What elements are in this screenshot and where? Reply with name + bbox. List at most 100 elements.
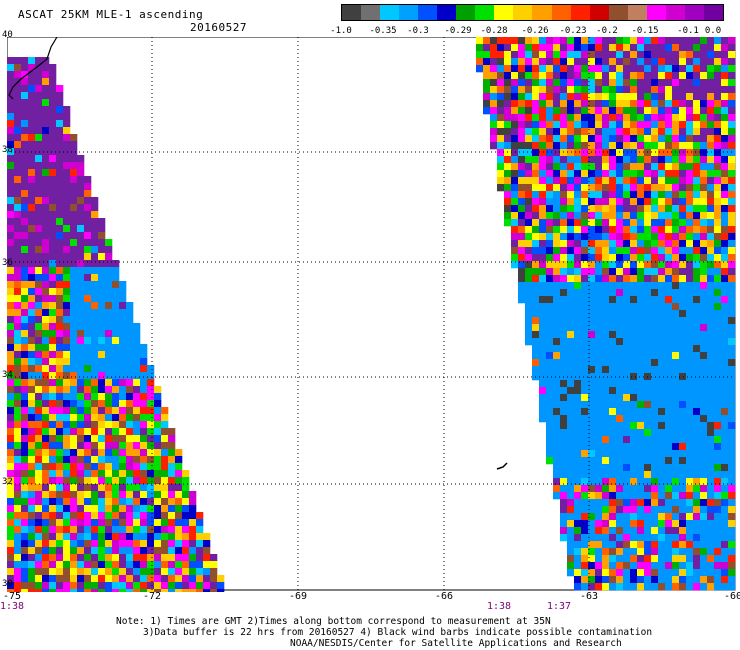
swath-cell: [567, 121, 575, 129]
swath-cell: [686, 576, 694, 584]
swath-cell: [98, 288, 106, 296]
swath-cell: [35, 260, 43, 268]
swath-cell: [595, 499, 603, 507]
swath-cell: [602, 555, 610, 563]
swath-cell: [588, 527, 596, 535]
swath-cell: [63, 204, 71, 212]
swath-cell: [602, 37, 610, 45]
swath-cell: [700, 100, 708, 108]
swath-cell: [203, 568, 211, 576]
swath-cell: [35, 428, 43, 436]
swath-cell: [14, 547, 22, 555]
swath-cell: [700, 289, 708, 297]
swath-cell: [693, 548, 701, 556]
swath-cell: [539, 317, 547, 325]
swath-cell: [539, 261, 547, 269]
swath-cell: [126, 435, 134, 443]
swath-cell: [686, 422, 694, 430]
swath-cell: [84, 386, 92, 394]
swath-cell: [602, 205, 610, 213]
swath-cell: [574, 548, 582, 556]
swath-cell: [119, 330, 127, 338]
swath-cell: [679, 254, 687, 262]
swath-cell: [560, 345, 568, 353]
swath-cell: [14, 316, 22, 324]
swath-cell: [567, 86, 575, 94]
swath-cell: [70, 330, 78, 338]
swath-cell: [28, 225, 36, 233]
swath-cell: [693, 499, 701, 507]
swath-cell: [686, 205, 694, 213]
swath-cell: [658, 345, 666, 353]
swath-cell: [203, 575, 211, 583]
footer-note-2: 3)Data buffer is 22 hrs from 20160527 4)…: [143, 627, 653, 638]
swath-cell: [539, 408, 547, 416]
swath-cell: [532, 37, 540, 45]
swath-cell: [700, 72, 708, 80]
swath-cell: [595, 443, 603, 451]
swath-cell: [672, 44, 680, 52]
swath-cell: [721, 58, 729, 66]
swath-cell: [28, 57, 36, 65]
swath-cell: [35, 211, 43, 219]
swath-cell: [49, 239, 57, 247]
swath-cell: [658, 303, 666, 311]
swath-cell: [112, 372, 120, 380]
swath-cell: [70, 141, 78, 149]
swath-cell: [14, 386, 22, 394]
swath-cell: [588, 429, 596, 437]
swath-cell: [140, 407, 148, 415]
swath-cell: [637, 471, 645, 479]
swath-cell: [637, 457, 645, 465]
swath-cell: [98, 274, 106, 282]
swath-cell: [14, 92, 22, 100]
swath-cell: [497, 128, 505, 136]
swath-cell: [651, 394, 659, 402]
swath-cell: [154, 568, 162, 576]
swath-cell: [658, 226, 666, 234]
swath-cell: [21, 470, 29, 478]
swath-cell: [658, 86, 666, 94]
swath-cell: [70, 407, 78, 415]
swath-cell: [679, 331, 687, 339]
swath-cell: [504, 58, 512, 66]
swath-cell: [658, 429, 666, 437]
swath-cell: [679, 359, 687, 367]
swath-cell: [714, 429, 722, 437]
swath-cell: [581, 408, 589, 416]
swath-cell: [70, 253, 78, 261]
swath-cell: [609, 100, 617, 108]
swath-cell: [728, 415, 736, 423]
swath-cell: [630, 198, 638, 206]
swath-cell: [665, 422, 673, 430]
swath-cell: [581, 450, 589, 458]
swath-cell: [714, 464, 722, 472]
swath-cell: [707, 86, 715, 94]
swath-cell: [651, 555, 659, 563]
swath-cell: [714, 268, 722, 276]
swath-map: [7, 37, 736, 592]
swath-cell: [700, 394, 708, 402]
swath-cell: [721, 79, 729, 87]
swath-cell: [567, 296, 575, 304]
swath-cell: [511, 205, 519, 213]
swath-cell: [42, 260, 50, 268]
swath-cell: [623, 254, 631, 262]
swath-cell: [679, 37, 687, 45]
swath-cell: [679, 44, 687, 52]
swath-cell: [84, 344, 92, 352]
swath-cell: [14, 421, 22, 429]
swath-cell: [581, 212, 589, 220]
swath-cell: [581, 128, 589, 136]
swath-cell: [84, 253, 92, 261]
swath-cell: [630, 240, 638, 248]
swath-cell: [686, 380, 694, 388]
swath-cell: [560, 254, 568, 262]
swath-cell: [672, 282, 680, 290]
swath-cell: [693, 114, 701, 122]
swath-cell: [21, 225, 29, 233]
swath-cell: [567, 359, 575, 367]
swath-cell: [721, 254, 729, 262]
swath-cell: [567, 261, 575, 269]
swath-cell: [539, 191, 547, 199]
